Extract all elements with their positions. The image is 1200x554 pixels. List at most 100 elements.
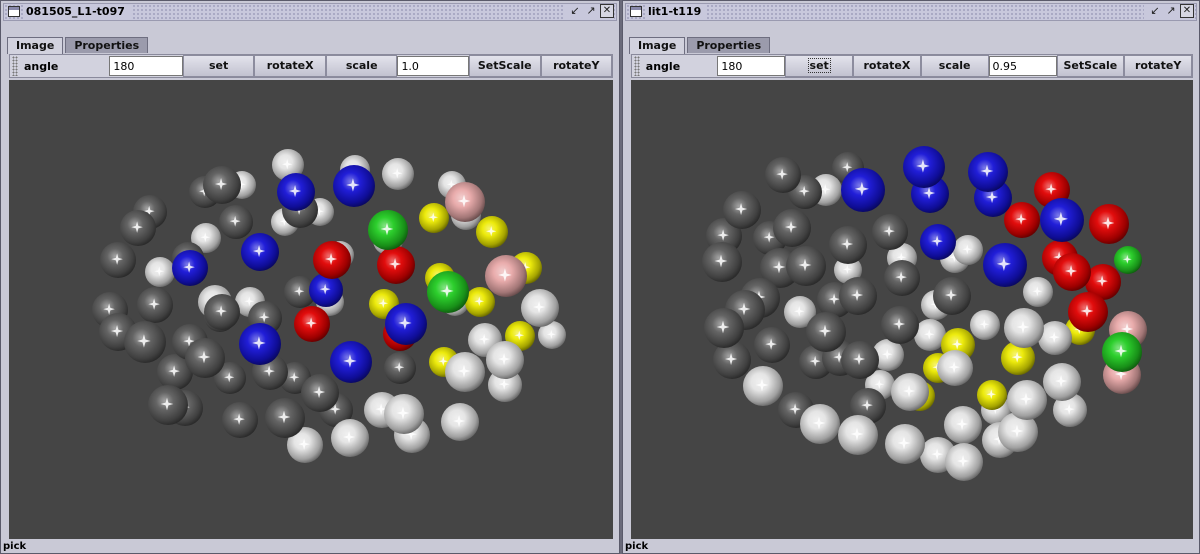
white-sphere[interactable] [914, 319, 946, 351]
gray-sphere[interactable] [786, 246, 826, 286]
title-bar[interactable]: lit1-t119 ↙ ↗ ✕ [625, 3, 1197, 21]
white-sphere[interactable] [998, 412, 1038, 452]
white-sphere[interactable] [145, 257, 175, 287]
white-sphere[interactable] [945, 443, 983, 481]
gray-sphere[interactable] [723, 191, 761, 229]
red-sphere[interactable] [313, 241, 351, 279]
white-sphere[interactable] [970, 310, 1000, 340]
gray-sphere[interactable] [204, 294, 240, 330]
restore-icon[interactable]: ↙ [570, 4, 580, 17]
gray-sphere[interactable] [702, 242, 742, 282]
gray-sphere[interactable] [850, 388, 886, 424]
white-sphere[interactable] [331, 419, 369, 457]
rotatex-button[interactable]: rotateX [853, 55, 921, 77]
yellow-sphere[interactable] [465, 287, 495, 317]
green-sphere[interactable] [1114, 246, 1142, 274]
rotatex-button[interactable]: rotateX [254, 55, 326, 77]
white-sphere[interactable] [191, 223, 221, 253]
gray-sphere[interactable] [384, 352, 416, 384]
scale-button[interactable]: scale [325, 55, 398, 77]
gray-sphere[interactable] [829, 226, 867, 264]
white-sphere[interactable] [944, 406, 982, 444]
setscale-button[interactable]: SetScale [1056, 55, 1125, 77]
gray-sphere[interactable] [754, 327, 790, 363]
blue-sphere[interactable] [172, 250, 208, 286]
white-sphere[interactable] [838, 415, 878, 455]
tab-image[interactable]: Image [7, 37, 64, 54]
white-sphere[interactable] [937, 350, 973, 386]
close-icon[interactable]: ✕ [1180, 4, 1194, 18]
gray-sphere[interactable] [265, 398, 305, 438]
white-sphere[interactable] [287, 427, 323, 463]
gray-sphere[interactable] [203, 166, 241, 204]
gray-sphere[interactable] [100, 242, 136, 278]
red-sphere[interactable] [294, 306, 330, 342]
green-sphere[interactable] [368, 210, 408, 250]
sphere-scene[interactable] [9, 80, 613, 539]
gray-sphere[interactable] [222, 402, 258, 438]
restore-icon[interactable]: ↙ [1150, 4, 1160, 17]
green-sphere[interactable] [1102, 332, 1142, 372]
gray-sphere[interactable] [839, 277, 877, 315]
white-sphere[interactable] [1004, 308, 1044, 348]
gray-sphere[interactable] [872, 214, 908, 250]
blue-sphere[interactable] [309, 273, 343, 307]
blue-sphere[interactable] [1040, 198, 1084, 242]
white-sphere[interactable] [1043, 363, 1081, 401]
gray-sphere[interactable] [124, 321, 166, 363]
blue-sphere[interactable] [239, 323, 281, 365]
render-canvas[interactable] [9, 80, 613, 539]
white-sphere[interactable] [953, 235, 983, 265]
red-sphere[interactable] [1085, 264, 1121, 300]
scale-button[interactable]: scale [920, 55, 989, 77]
yellow-sphere[interactable] [977, 380, 1007, 410]
red-sphere[interactable] [1004, 202, 1040, 238]
red-sphere[interactable] [1068, 292, 1108, 332]
blue-sphere[interactable] [241, 233, 279, 271]
rotatey-button[interactable]: rotateY [1124, 55, 1192, 77]
tab-properties[interactable]: Properties [687, 37, 771, 53]
tab-properties[interactable]: Properties [65, 37, 149, 53]
angle-input[interactable]: 180 [109, 56, 183, 76]
blue-sphere[interactable] [841, 168, 885, 212]
white-sphere[interactable] [784, 296, 816, 328]
blue-sphere[interactable] [903, 146, 945, 188]
maximize-icon[interactable]: ↗ [586, 4, 596, 17]
gray-sphere[interactable] [713, 341, 751, 379]
blue-sphere[interactable] [385, 303, 427, 345]
angle-input[interactable]: 180 [717, 56, 786, 76]
yellow-sphere[interactable] [476, 216, 508, 248]
red-sphere[interactable] [1089, 204, 1129, 244]
tab-image[interactable]: Image [629, 37, 686, 54]
white-sphere[interactable] [382, 158, 414, 190]
gray-sphere[interactable] [214, 362, 246, 394]
set-button[interactable]: set [182, 55, 255, 77]
maximize-icon[interactable]: ↗ [1166, 4, 1176, 17]
gray-sphere[interactable] [933, 277, 971, 315]
gray-sphere[interactable] [841, 341, 879, 379]
gray-sphere[interactable] [137, 287, 173, 323]
setscale-button[interactable]: SetScale [468, 55, 541, 77]
gray-sphere[interactable] [765, 157, 801, 193]
white-sphere[interactable] [441, 403, 479, 441]
gray-sphere[interactable] [284, 276, 316, 308]
red-sphere[interactable] [1053, 253, 1091, 291]
sphere-scene[interactable] [631, 80, 1193, 539]
red-sphere[interactable] [377, 246, 415, 284]
white-sphere[interactable] [384, 394, 424, 434]
gray-sphere[interactable] [704, 308, 744, 348]
white-sphere[interactable] [891, 373, 929, 411]
gray-sphere[interactable] [773, 209, 811, 247]
gray-sphere[interactable] [157, 354, 193, 390]
white-sphere[interactable] [445, 352, 485, 392]
gray-sphere[interactable] [806, 312, 846, 352]
white-sphere[interactable] [486, 341, 524, 379]
white-sphere[interactable] [1007, 380, 1047, 420]
gray-sphere[interactable] [219, 205, 253, 239]
toolbar-grip-icon[interactable] [634, 56, 640, 76]
render-canvas[interactable] [631, 80, 1193, 539]
yellow-sphere[interactable] [419, 203, 449, 233]
blue-sphere[interactable] [983, 243, 1027, 287]
close-icon[interactable]: ✕ [600, 4, 614, 18]
white-sphere[interactable] [872, 339, 904, 371]
